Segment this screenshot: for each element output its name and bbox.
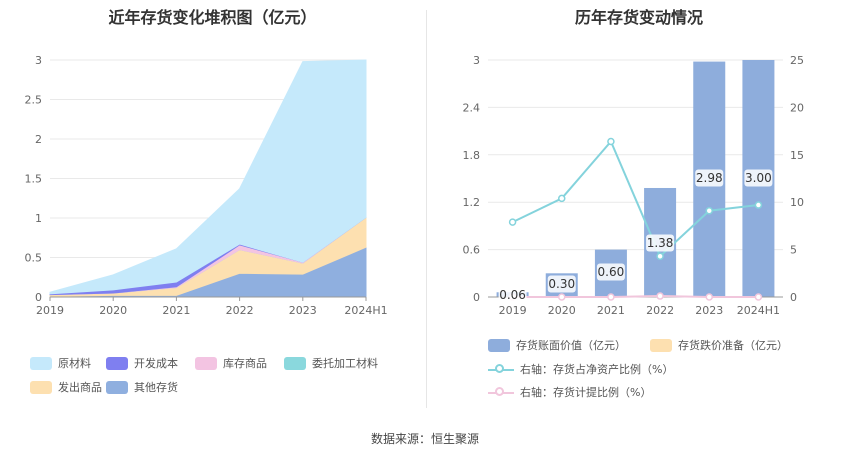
right-y-left-tick-label: 0.6 [463, 244, 481, 257]
left-x-tick-label: 2023 [289, 304, 317, 317]
stacked-area-chart-panel: 近年存货变化堆积图（亿元） 0 0.5 1 1.5 2 2.5 3 2019 2020 2021 2… [0, 0, 425, 420]
legend-item[interactable]: 其他存货 [106, 379, 178, 395]
bar-value-label: 0.60 [598, 265, 625, 279]
legend-item[interactable]: 右轴：存货计提比例（%） [488, 384, 651, 400]
legend-label: 委托加工材料 [312, 357, 378, 370]
left-y-tick-label: 2.5 [25, 94, 43, 107]
line-point [656, 252, 664, 260]
right-y-left-tick-label: 1.8 [463, 149, 481, 162]
right-y-left-tick-label: 2.4 [463, 101, 481, 114]
line-point [705, 293, 713, 301]
line-point [705, 206, 713, 215]
bar-value-label: 3.00 [745, 171, 772, 185]
panel-divider [426, 10, 427, 408]
bar-value-label-bg [498, 286, 527, 304]
right-x-tick-label: 2022 [646, 304, 674, 317]
left-y-tick-label: 0.5 [25, 252, 43, 265]
legend-label: 其他存货 [134, 381, 178, 394]
legend-swatch [30, 380, 52, 394]
legend-item[interactable]: 开发成本 [106, 355, 178, 371]
left-y-tick-label: 2 [35, 133, 42, 146]
bar-value-label: 0.30 [548, 277, 575, 291]
legend-label: 存货账面价值（亿元） [516, 339, 626, 352]
left-y-tick-label: 1.5 [25, 173, 43, 186]
right-y-left-tick-label: 3 [473, 54, 480, 67]
right-x-tick-label: 2023 [695, 304, 723, 317]
right-x-tick-label: 2021 [597, 304, 625, 317]
line-point [607, 137, 615, 146]
left-x-tick-label: 2021 [162, 304, 190, 317]
left-y-tick-label: 1 [35, 212, 42, 225]
left-y-tick-label: 3 [35, 54, 42, 67]
line-point [754, 201, 763, 209]
line-point [558, 194, 566, 203]
left-chart-title: 近年存货变化堆积图（亿元） [108, 8, 317, 27]
legend-swatch [488, 386, 514, 399]
line-point [656, 292, 664, 300]
right-y-right-tick-label: 15 [790, 149, 804, 162]
right-y-left-tick-label: 1.2 [463, 196, 481, 209]
legend-label: 开发成本 [134, 357, 178, 370]
legend-label: 库存商品 [223, 357, 267, 370]
line-point [508, 218, 517, 226]
line-point [754, 293, 763, 301]
right-x-tick-label: 2024H1 [737, 304, 780, 317]
bar-value-label-bg [744, 169, 773, 187]
line-series-1 [512, 295, 759, 298]
legend-swatch [30, 356, 52, 370]
legend-item[interactable]: 存货跌价准备（亿元） [650, 337, 788, 353]
legend-item[interactable]: 库存商品 [195, 355, 267, 371]
right-x-tick-label: 2019 [499, 304, 527, 317]
line-point [607, 293, 615, 301]
right-y-right-tick-label: 10 [790, 196, 804, 209]
bar-value-label-bg [695, 169, 724, 187]
right-x-tick-label: 2020 [548, 304, 576, 317]
legend-item[interactable]: 委托加工材料 [284, 355, 378, 371]
left-x-tick-label: 2022 [226, 304, 254, 317]
bar-value-label: 2.98 [696, 171, 723, 185]
legend-swatch [106, 356, 128, 370]
area-series-5 [49, 59, 367, 295]
legend-label: 右轴：存货计提比例（%） [520, 386, 652, 399]
bar-value-label-bg [596, 263, 625, 281]
legend-swatch [106, 380, 128, 394]
legend-swatch [284, 356, 306, 370]
bar-value-label: 1.38 [647, 236, 674, 250]
stacked-area-chart: 0 0.5 1 1.5 2 2.5 3 2019 2020 2021 2022 2023 2024H1 [25, 54, 388, 317]
right-y-right-tick-label: 0 [790, 291, 797, 304]
line-series-0 [512, 139, 759, 258]
line-point [558, 293, 566, 301]
legend-item[interactable]: 存货账面价值（亿元） [488, 337, 626, 353]
legend-label: 原材料 [58, 357, 91, 370]
data-source-note: 数据来源：恒生聚源 [370, 432, 479, 446]
right-y-right-tick-label: 20 [790, 101, 804, 114]
legend-item[interactable]: 原材料 [30, 355, 91, 371]
legend-swatch [195, 356, 217, 370]
legend-label: 发出商品 [58, 381, 102, 394]
bar-line-chart: 0 0.6 1.2 1.8 2.4 3 0 5 10 15 20 25 2019 2020 2021 2022… [463, 54, 805, 317]
legend-item[interactable]: 发出商品 [30, 379, 102, 395]
legend-swatch [650, 338, 672, 352]
left-x-tick-label: 2019 [36, 304, 64, 317]
right-y-right-tick-label: 25 [790, 54, 804, 67]
left-x-tick-label: 2020 [99, 304, 127, 317]
legend-item[interactable]: 右轴：存货占净资产比例（%） [488, 361, 673, 377]
right-y-left-tick-label: 0 [473, 291, 480, 304]
bar-line-chart-panel: 历年存货变动情况 0 0.6 1.2 1.8 2.4 3 0 5 10 15 20 25 2019 202… [428, 0, 850, 420]
legend-swatch [488, 338, 510, 352]
legend-swatch [488, 363, 514, 376]
bar-value-label: 0.06 [499, 288, 526, 302]
bar-value-label-bg [547, 275, 576, 293]
left-y-tick-label: 0 [35, 291, 42, 304]
left-x-tick-label: 2024H1 [344, 304, 387, 317]
right-chart-legend: 存货账面价值（亿元） 存货跌价准备（亿元） 右轴：存货占净资产比例（%） 右轴：存货计… [428, 330, 850, 405]
legend-label: 右轴：存货占净资产比例（%） [520, 363, 674, 376]
right-y-right-tick-label: 5 [790, 244, 797, 257]
left-chart-legend: 原材料 开发成本 库存商品 委托加工材料发出商品 其他存货 [0, 355, 425, 405]
right-chart-title: 历年存货变动情况 [574, 8, 703, 27]
legend-label: 存货跌价准备（亿元） [678, 339, 788, 352]
bar-value-label-bg [646, 234, 675, 252]
